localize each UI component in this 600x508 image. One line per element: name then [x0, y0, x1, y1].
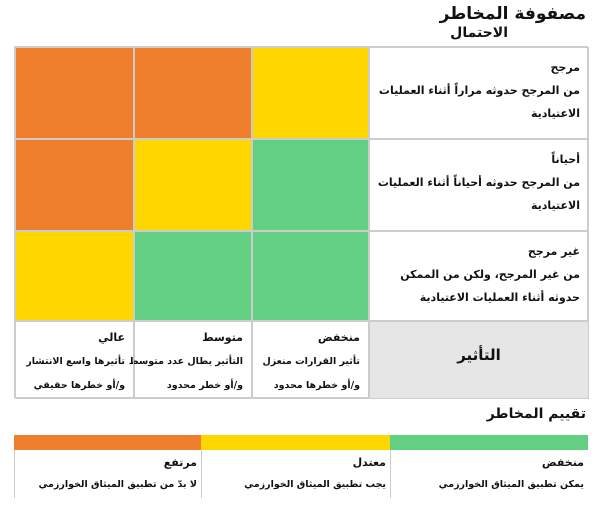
row-description: من المرجح حدوثه أحياناً أثناء العمليات [377, 176, 580, 189]
row-description: من المرجح حدوثه مراراً أثناء العمليات [378, 84, 580, 97]
impact-description: تأثيرها واسع الانتشار [26, 356, 125, 367]
impact-description: و/أو خطرها محدود [273, 380, 360, 391]
cell [134, 231, 252, 321]
matrix: مرجح من المرجح حدوثه مراراً أثناء العمليا… [14, 46, 589, 399]
level-bar [14, 435, 201, 450]
cell [15, 47, 134, 139]
impact-level: عالي [98, 331, 125, 344]
level-box: مرتفع لا بدّ من تطبيق الميثاق الخوارزمي [14, 450, 201, 498]
level-label: معتدل [352, 456, 386, 469]
level-box: منخفض يمكن تطبيق الميثاق الخوارزمي [390, 450, 588, 498]
level-label: منخفض [541, 456, 584, 469]
impact-label-cell: التأثير [369, 321, 589, 399]
subtitle: الاحتمال [450, 25, 508, 41]
row-description: الاعتيادية [530, 199, 580, 212]
impact-description: التأثير يطال عدد متوسط [128, 356, 243, 367]
cell [134, 47, 252, 139]
row-label-cell: أحياناً من المرجح حدوثه أحياناً أثناء الع… [369, 139, 589, 231]
level-text: يمكن تطبيق الميثاق الخوارزمي [438, 479, 584, 490]
title: مصفوفة المخاطر [439, 4, 586, 24]
row-label: أحياناً [551, 153, 580, 166]
cell [252, 47, 369, 139]
level-bar [390, 435, 588, 450]
impact-column: منخفض تأثير القرارات منعزل و/أو خطرها محدو… [252, 321, 369, 399]
level-text: يجب تطبيق الميثاق الخوارزمي [244, 479, 386, 490]
cell [252, 139, 369, 231]
cell [15, 139, 134, 231]
impact-label: التأثير [457, 346, 501, 364]
cell [252, 231, 369, 321]
impact-description: و/أو خطرها حقيقي [33, 380, 125, 391]
row-description: الاعتيادية [530, 107, 580, 120]
cell [134, 139, 252, 231]
impact-column: متوسط التأثير يطال عدد متوسط و/أو خطر محدو… [128, 321, 252, 399]
impact-level: متوسط [202, 331, 243, 344]
impact-description: و/أو خطر محدود [166, 380, 243, 391]
impact-column: عالي تأثيرها واسع الانتشار و/أو خطرها حقيق… [15, 321, 134, 399]
row-description: حدوثه أثناء العمليات الاعتيادية [419, 291, 580, 304]
level-label: مرتفع [163, 456, 197, 469]
level-bar [201, 435, 390, 450]
impact-description: تأثير القرارات منعزل [262, 356, 360, 367]
row-label: مرجح [550, 61, 580, 74]
row-label-cell: مرجح من المرجح حدوثه مراراً أثناء العمليا… [369, 47, 589, 139]
row-description: من غير المرجح، ولكن من الممكن [400, 268, 580, 281]
impact-level: منخفض [317, 331, 360, 344]
row-label: غير مرجح [527, 245, 580, 258]
level-box: معتدل يجب تطبيق الميثاق الخوارزمي [201, 450, 390, 498]
row-label-cell: غير مرجح من غير المرجح، ولكن من الممكن حدو… [369, 231, 589, 321]
level-text: لا بدّ من تطبيق الميثاق الخوارزمي [38, 479, 197, 490]
cell [15, 231, 134, 321]
assessment-title: تقييم المخاطر [486, 406, 586, 422]
